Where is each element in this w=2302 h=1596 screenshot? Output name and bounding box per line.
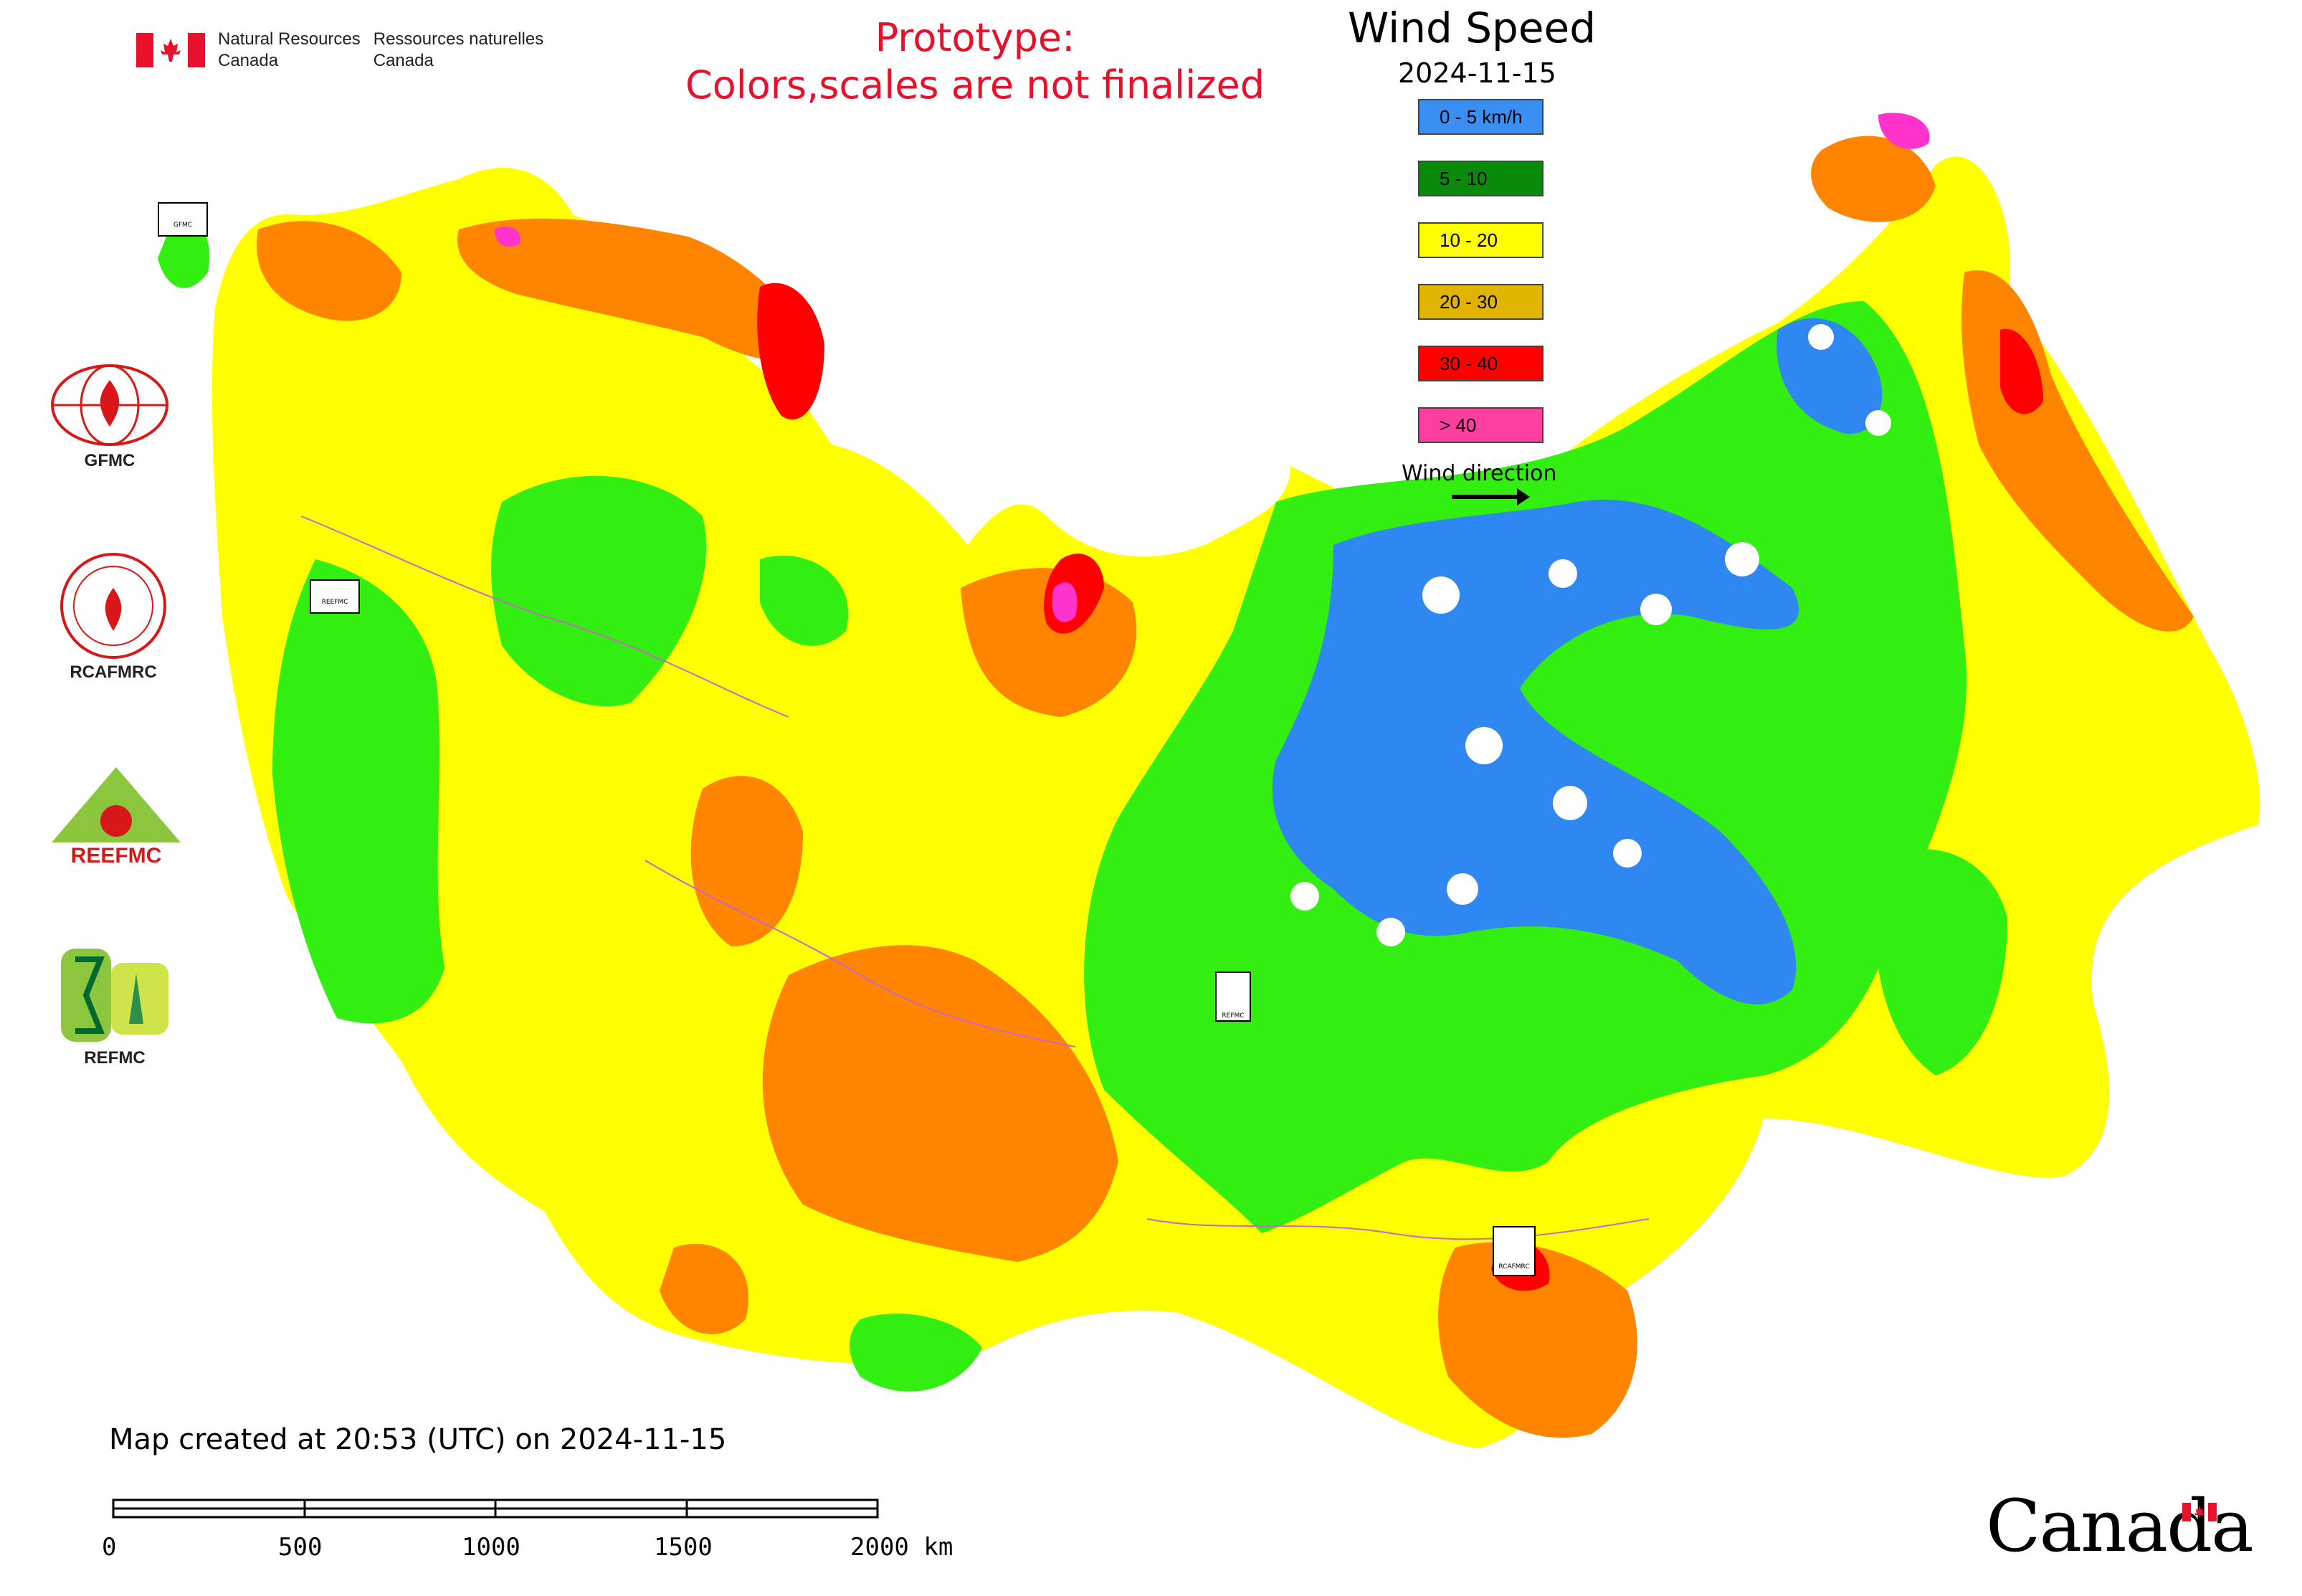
region-orange-volga	[690, 776, 803, 946]
government-header: Natural Resources Canada Ressources natu…	[136, 29, 543, 72]
spot-white	[1290, 882, 1319, 911]
reefmc-label: REEFMC	[70, 844, 162, 868]
region-orange-bal	[660, 1243, 748, 1334]
region-green-south	[850, 1314, 982, 1392]
spot-white	[1553, 786, 1587, 820]
border-line	[300, 516, 789, 718]
spot-white	[1376, 918, 1405, 946]
region-orange-mongolia	[1438, 1242, 1637, 1438]
region-magenta-novaya	[1052, 582, 1078, 622]
refmc-logo: REFMC	[57, 945, 172, 1068]
prototype-banner: Prototype: Colors,scales are not finaliz…	[685, 15, 1265, 108]
region-orange-kazakh	[762, 945, 1118, 1262]
canada-flag-icon	[136, 33, 205, 67]
gfmc-logo: GFMC	[42, 362, 178, 471]
wind-direction-label: Wind direction	[1402, 461, 1557, 486]
canada-wordmark: Canada	[1986, 1484, 2254, 1568]
region-red-kamchatka	[2000, 328, 2043, 414]
region-green-nw	[491, 475, 707, 707]
legend-item: 0 - 5 km/h	[1418, 99, 1544, 135]
region-orange-chukotka	[1811, 136, 1936, 222]
canada-wordmark-flag-icon	[2182, 1503, 2217, 1524]
gfmc-label: GFMC	[84, 451, 135, 470]
reefmc-logo: REEFMC	[37, 764, 195, 868]
region-orange-north	[257, 221, 401, 321]
spot-white	[1725, 542, 1759, 576]
scale-label: 1500	[654, 1533, 713, 1562]
scale-label: 500	[278, 1533, 323, 1562]
region-blue-siberia	[1272, 499, 1799, 1004]
region-green-amur	[1874, 849, 2007, 1075]
region-blue-ne	[1777, 318, 1883, 434]
legend-item: > 40	[1418, 407, 1544, 443]
spot-white	[1549, 559, 1577, 588]
rcafmrc-seal-icon	[60, 553, 166, 659]
spot-white	[1640, 594, 1672, 625]
legend-item: 10 - 20	[1418, 222, 1544, 258]
spot-white	[1613, 839, 1642, 868]
marker-refmc: REFMC	[1215, 972, 1251, 1022]
refmc-emblem-icon	[61, 949, 168, 1042]
rcafmrc-logo: RCAFMRC	[56, 552, 171, 683]
gov-name-fr: Ressources naturelles Canada	[373, 29, 544, 70]
reefmc-triangle-icon	[41, 767, 191, 858]
region-orange-kola	[457, 218, 817, 361]
map-created-text: Map created at 20:53 (UTC) on 2024-11-15	[109, 1423, 727, 1456]
gov-name-en: Natural Resources Canada	[218, 29, 361, 70]
border-line	[645, 860, 1076, 1048]
scale-bar	[112, 1498, 879, 1519]
scale-label: 1000	[462, 1533, 520, 1562]
refmc-label: REFMC	[84, 1048, 146, 1068]
region-red-kola	[757, 282, 824, 420]
legend-date: 2024-11-15	[1398, 57, 1556, 89]
region-green-nw2	[760, 555, 849, 646]
marker-reefmc: REEFMC	[310, 579, 360, 614]
legend-item: 20 - 30	[1418, 284, 1544, 320]
region-green-west	[272, 559, 444, 1024]
scale-label: 0	[102, 1533, 117, 1562]
rcafmrc-label: RCAFMRC	[70, 662, 157, 682]
spot-white	[1865, 410, 1891, 436]
marker-rcafmrc: RCAFMRC	[1493, 1226, 1536, 1276]
scale-label: 2000 km	[850, 1533, 953, 1562]
border-line	[1146, 1218, 1650, 1240]
legend-title: Wind Speed	[1348, 4, 1597, 52]
region-magenta-kola	[495, 227, 520, 247]
spot-white	[1447, 873, 1478, 905]
legend-item: 5 - 10	[1418, 161, 1544, 196]
marker-gfmc: GFMC	[158, 202, 208, 237]
wind-direction-arrow-icon	[1452, 488, 1530, 505]
legend-item: 30 - 40	[1418, 346, 1544, 381]
region-magenta-chukotka	[1878, 113, 1930, 149]
spot-white	[1422, 576, 1460, 614]
spot-white	[1808, 324, 1834, 350]
spot-white	[1465, 727, 1503, 764]
gfmc-globe-icon	[51, 364, 168, 446]
